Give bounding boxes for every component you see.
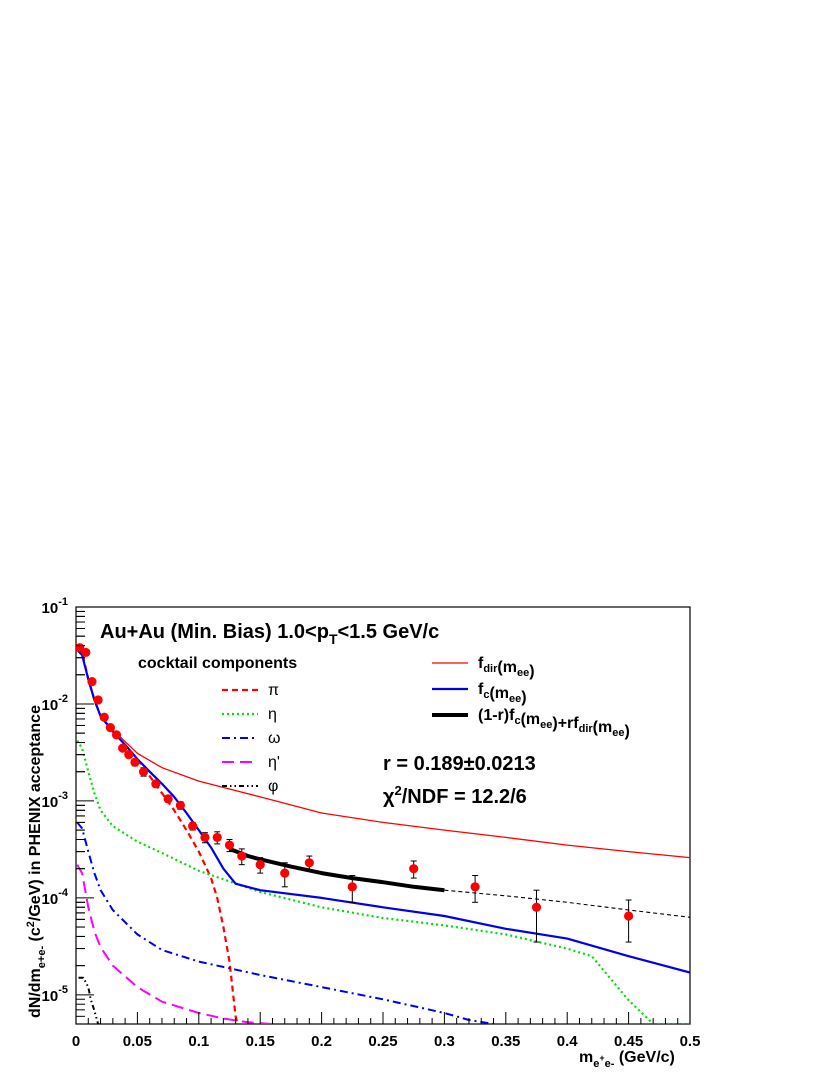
x-tick-label: 0.1: [188, 1033, 209, 1050]
curves-group: [76, 646, 690, 1024]
x-tick-label: 0.25: [368, 1033, 397, 1050]
y-tick-label: 10-4: [42, 887, 69, 908]
legend-label: η: [268, 706, 277, 723]
data-point: [188, 821, 198, 831]
y-tick-label: 10-3: [42, 790, 68, 811]
data-point: [118, 743, 128, 753]
xlabel-sup: +: [599, 1053, 604, 1063]
data-point: [212, 832, 222, 843]
data-point: [81, 647, 91, 658]
y-axis-label: dN/dme+e- (c2/GeV) in PHENIX acceptance: [25, 705, 48, 1018]
xlabel-unit: (GeV/c): [614, 1049, 674, 1066]
data-point: [347, 882, 357, 892]
series-line-2: [76, 821, 494, 1024]
data-point: [87, 677, 97, 687]
chi2-part-2: /NDF = 12.2/6: [402, 786, 527, 808]
xlabel-sub2: e-: [605, 1058, 615, 1070]
legend-label: fc(mee): [478, 681, 527, 706]
legend-label: η': [268, 754, 280, 771]
series-line-4: [78, 976, 100, 1024]
data-point: [409, 864, 419, 874]
x-axis-label: me+e- (GeV/c): [579, 1049, 675, 1070]
axes-group: 0 0.05 0.1 0.15 0.2 0.25 0.3 0.35 0.4 0.45 0.5 10-5…: [42, 596, 701, 1050]
legend-cocktail-header: cocktail components: [138, 655, 297, 672]
x-tick-label: 0: [72, 1033, 80, 1050]
y-tick-label: 10-1: [42, 596, 68, 617]
data-point: [531, 902, 542, 912]
r-fit-annotation: r = 0.189±0.0213: [383, 753, 536, 775]
data-point: [111, 730, 122, 740]
data-point: [280, 868, 290, 878]
x-tick-label: 0.3: [434, 1033, 455, 1050]
data-point: [163, 794, 173, 804]
data-point: [624, 911, 634, 921]
data-point: [175, 800, 185, 810]
data-point: [99, 712, 109, 722]
series-line-1: [76, 739, 690, 1024]
series-line-3: [76, 864, 273, 1024]
data-points-group: [76, 643, 634, 943]
data-point: [105, 723, 115, 733]
ylabel-part-2: (c: [27, 927, 44, 946]
x-tick-label: 0.35: [491, 1033, 520, 1050]
legend-label: π: [268, 682, 279, 699]
data-point: [255, 860, 265, 870]
chi2-sup: 2: [395, 783, 402, 798]
x-tick-label: 0.5: [680, 1033, 701, 1050]
data-point: [130, 757, 140, 767]
y-tick-label: 10-5: [42, 984, 68, 1005]
xlabel-main: m: [579, 1049, 593, 1066]
legend-label: (1-r)fc(mee)+rfdir(mee): [478, 707, 630, 740]
data-point: [304, 858, 314, 868]
xlabel-sub: e: [593, 1058, 599, 1070]
data-point: [224, 840, 235, 850]
data-point: [138, 767, 149, 777]
chi2-annotation: χ2/NDF = 12.2/6: [383, 783, 527, 808]
chi2-part-1: χ: [383, 786, 395, 808]
ylabel-sup: 2: [25, 921, 37, 927]
data-point: [151, 779, 161, 789]
x-tick-label: 0.15: [246, 1033, 275, 1050]
title-part-2: <1.5 GeV/c: [338, 621, 440, 643]
series-line-8: [444, 889, 690, 918]
legend-label: ω: [268, 730, 281, 747]
title-part-1: Au+Au (Min. Bias) 1.0<p: [100, 621, 329, 643]
legend-label: fdir(mee): [478, 655, 535, 680]
x-tick-label: 0.2: [311, 1033, 332, 1050]
data-point: [124, 750, 134, 760]
x-tick-label: 0.4: [557, 1033, 579, 1050]
series-line-6: [76, 649, 690, 974]
y-tick-label: 10-2: [42, 693, 68, 714]
legend-group: cocktail components πηω η' φ fdir(mee)fc(mee…: [138, 655, 630, 795]
chart-title: Au+Au (Min. Bias) 1.0<pT<1.5 GeV/c: [100, 621, 439, 647]
data-point: [470, 882, 480, 892]
x-tick-label: 0.05: [123, 1033, 152, 1050]
ylabel-part-1: dN/dm: [27, 968, 44, 1018]
ylabel-part-3: /GeV) in PHENIX acceptance: [27, 705, 44, 921]
data-point: [93, 695, 103, 705]
title-sub: T: [329, 631, 338, 647]
series-line-7: [228, 847, 445, 893]
legend-label: φ: [268, 778, 278, 795]
ylabel-sub: e+e-: [36, 946, 48, 969]
x-tick-label: 0.45: [614, 1033, 643, 1050]
data-point: [237, 851, 247, 861]
data-point: [200, 832, 210, 843]
